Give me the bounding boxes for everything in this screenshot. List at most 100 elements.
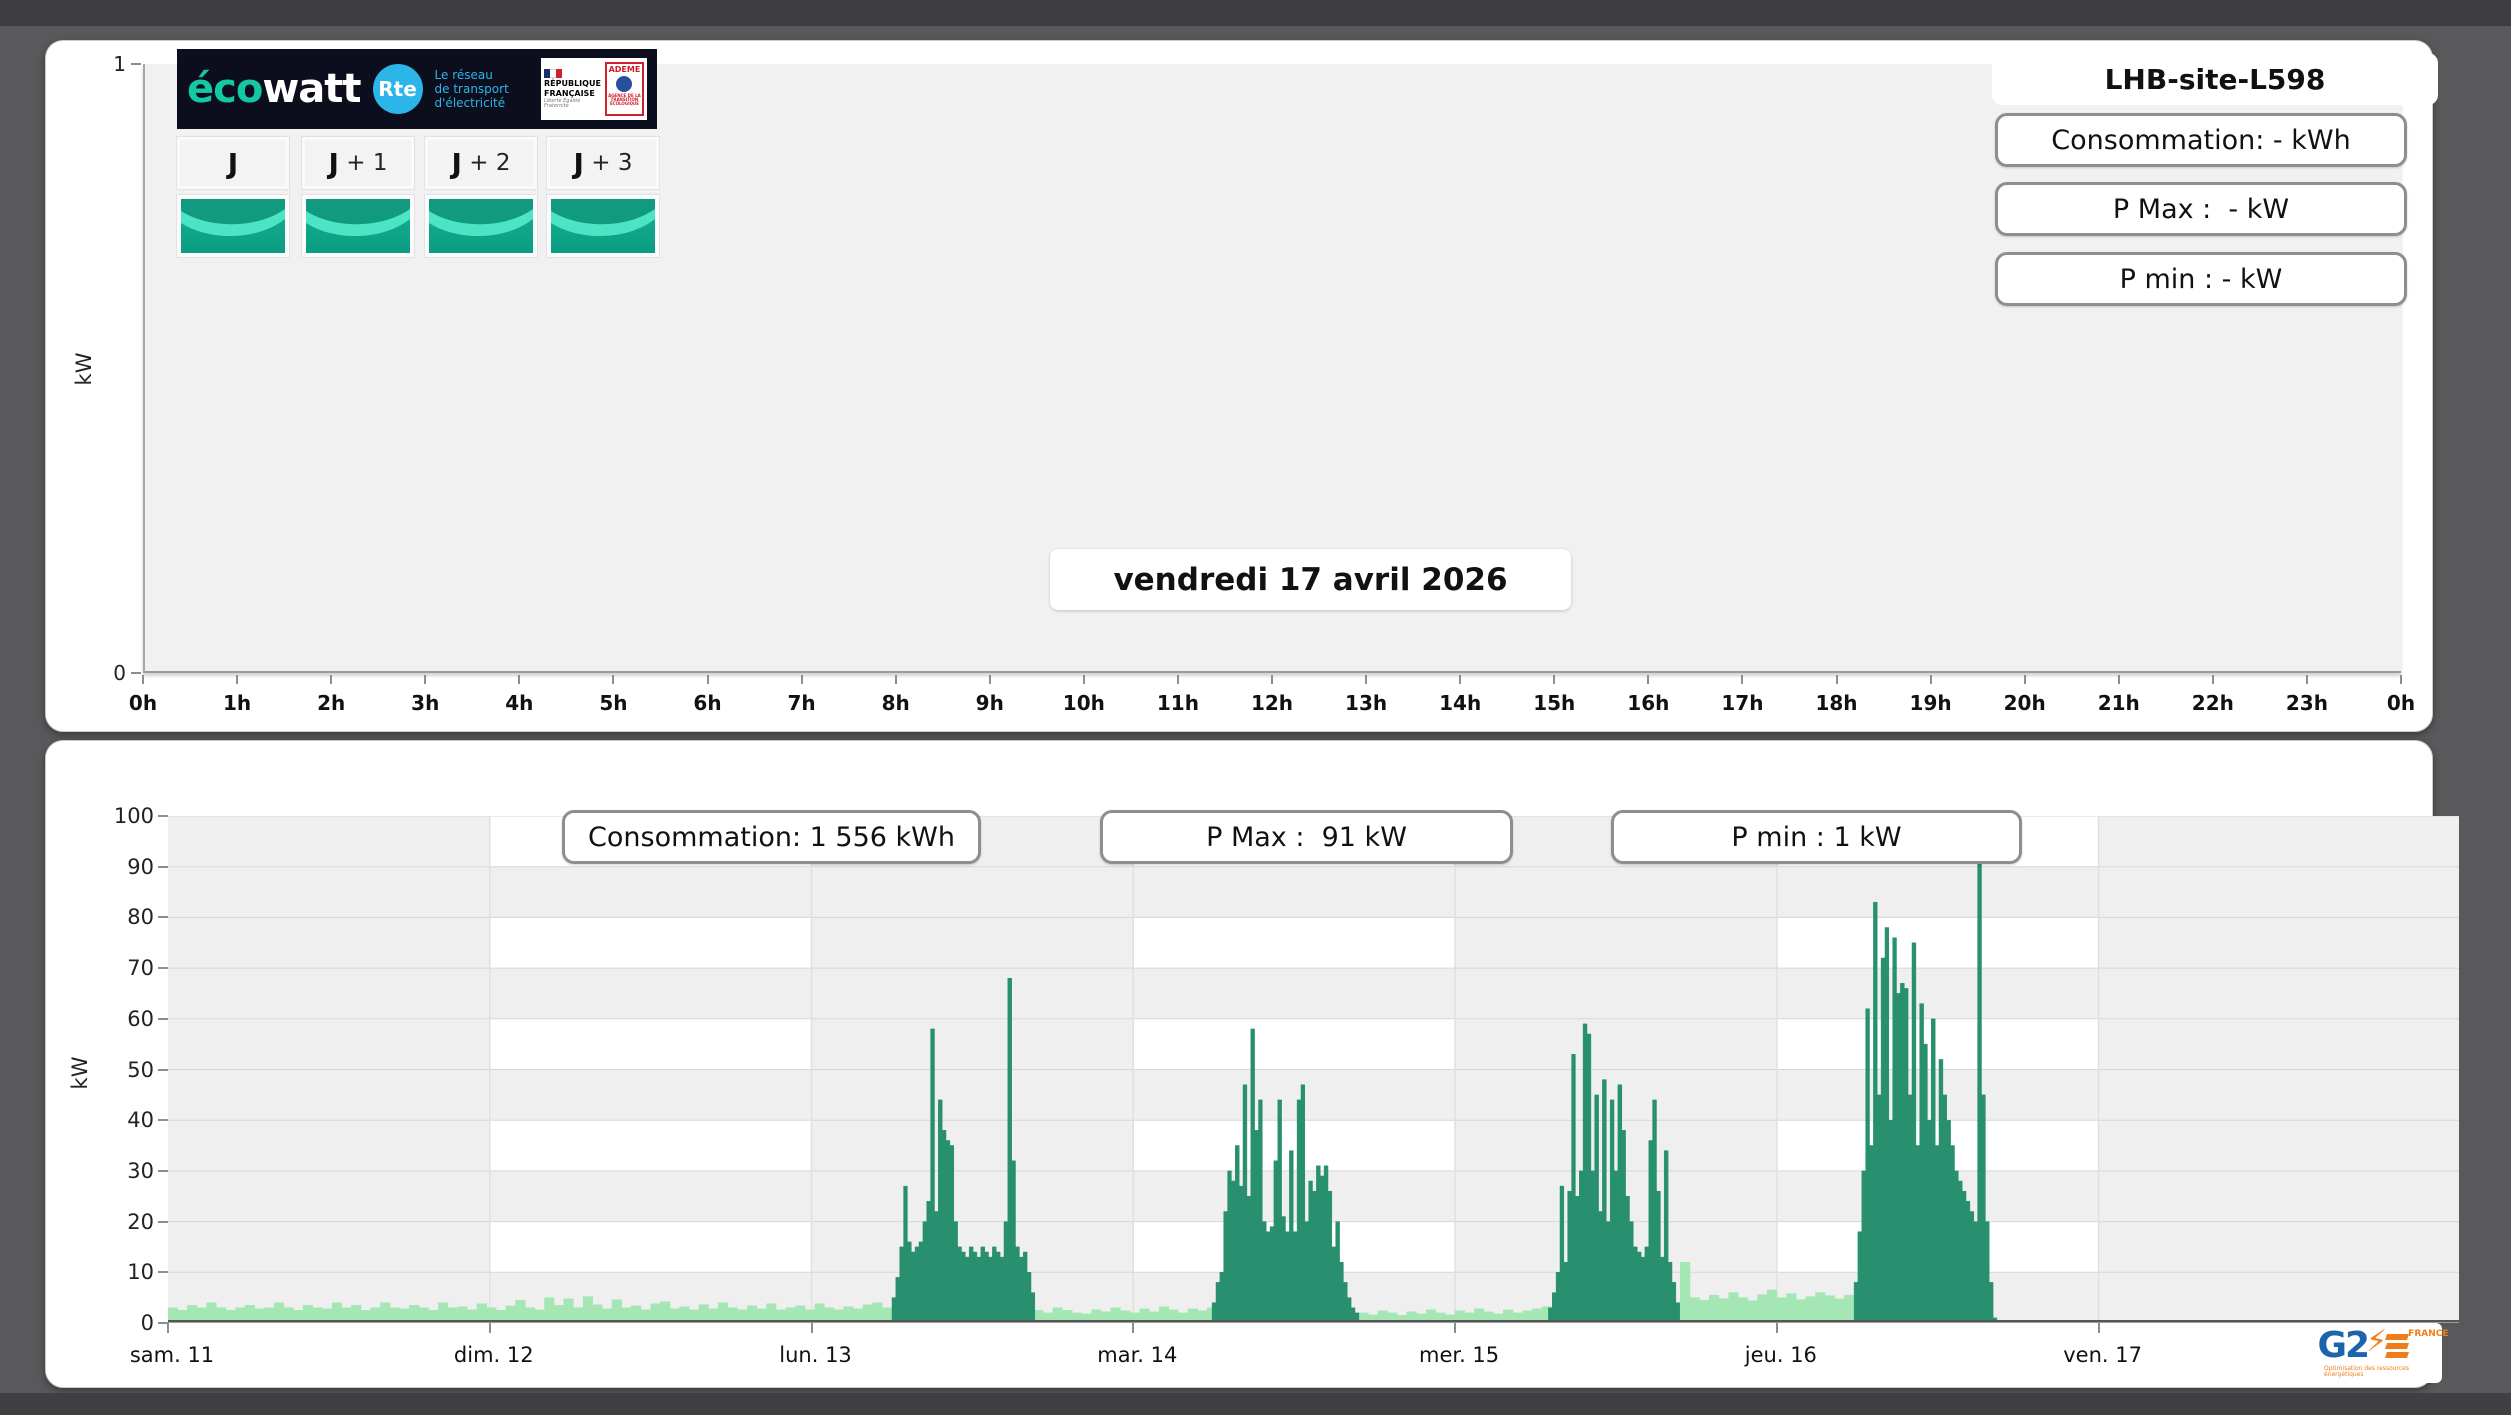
day-button-J[interactable]: J	[177, 137, 289, 189]
ecowatt-logo: écowatt Rte Le réseau de transport d'élect…	[177, 49, 657, 129]
weekly-y-tick-label: 90	[127, 854, 154, 879]
daily-x-tick-label: 17h	[1721, 691, 1764, 715]
daily-x-tick-label: 1h	[223, 691, 252, 715]
daily-x-tick	[1929, 675, 1932, 684]
weekly-y-tick-label: 80	[127, 905, 154, 930]
weekly-x-tick-label: jeu. 16	[1744, 1343, 1817, 1367]
daily-x-tick-label: 18h	[1815, 691, 1858, 715]
weekly-y-axis-label: kW	[68, 1056, 92, 1090]
day-forecast-tile-J+3[interactable]	[547, 195, 659, 257]
daily-x-tick	[236, 675, 239, 684]
consommation-active-series	[1853, 861, 1998, 1324]
ademe-globe-icon	[616, 76, 633, 92]
day-button-J+2[interactable]: J + 2	[425, 137, 537, 189]
daily-x-tick	[988, 675, 991, 684]
daily-x-tick-label: 6h	[693, 691, 722, 715]
daily-chart-panel: kW écowatt Rte Le réseau de transport d'él…	[45, 40, 2438, 732]
daily-x-tick-label: 11h	[1156, 691, 1199, 715]
weekly-x-tick	[1132, 1323, 1135, 1333]
today-pmax-badge: P Max : - kW	[1995, 182, 2407, 236]
selected-date-label: vendredi 17 avril 2026	[1050, 549, 1571, 610]
weekly-x-tick-label: ven. 17	[2063, 1343, 2142, 1367]
daily-x-tick-label: 7h	[787, 691, 816, 715]
daily-x-tick-label: 16h	[1627, 691, 1670, 715]
daily-x-tick-label: 5h	[599, 691, 628, 715]
daily-y-tick	[131, 63, 141, 65]
day-button-J+1[interactable]: J + 1	[302, 137, 414, 189]
daily-x-tick	[2117, 675, 2120, 684]
daily-x-tick	[142, 675, 144, 684]
daily-x-tick	[1835, 675, 1838, 684]
daily-x-tick-label: 15h	[1533, 691, 1576, 715]
daily-x-tick-label: 2h	[317, 691, 346, 715]
weekly-x-tick	[167, 1323, 169, 1333]
weekly-x-tick	[1454, 1323, 1457, 1333]
daily-x-tick-label: 22h	[2191, 691, 2234, 715]
today-consumption-badge: Consommation: - kWh	[1995, 113, 2407, 167]
daily-x-tick	[2305, 675, 2308, 684]
weekly-y-tick	[158, 1068, 168, 1071]
weekly-y-tick-label: 70	[127, 956, 154, 981]
weekly-x-tick-label: lun. 13	[779, 1343, 852, 1367]
weekly-chart-panel: kW Consommation: 1 556 kWh P Max : 91 kW…	[45, 740, 2459, 1388]
g2e-france-logo: G2 ⚡ FRANCE Optimisation des ressources …	[2317, 1323, 2449, 1383]
weekly-y-tick-label: 60	[127, 1006, 154, 1031]
daily-x-tick	[1082, 675, 1085, 684]
week-pmax-badge: P Max : 91 kW	[1100, 810, 1513, 864]
baseline-veille-series	[1358, 1306, 1552, 1324]
day-forecast-tile-J+2[interactable]	[425, 195, 537, 257]
site-name: LHB-site-L598	[1992, 53, 2438, 105]
daily-x-tick	[518, 675, 521, 684]
day-forecast-tile-J[interactable]	[177, 195, 289, 257]
daily-y-tick	[131, 672, 141, 674]
weekly-y-tick	[158, 1017, 168, 1020]
weekly-y-tick	[158, 815, 168, 817]
day-forecast-tile-J+1[interactable]	[302, 195, 414, 257]
lightning-bolt-icon: ⚡	[2366, 1324, 2388, 1359]
daily-x-tick-label: 9h	[975, 691, 1004, 715]
weekly-y-tick-label: 20	[127, 1209, 154, 1234]
rte-baseline: Le réseau de transport d'électricité	[434, 68, 509, 110]
daily-x-tick-label: 3h	[411, 691, 440, 715]
weekly-chart-plot	[167, 815, 2459, 1324]
daily-x-tick	[1271, 675, 1273, 684]
daily-x-tick	[330, 675, 333, 684]
daily-y-tick-label: 0	[113, 661, 126, 685]
daily-y-tick-label: 1	[113, 52, 126, 76]
day-button-J+3[interactable]: J + 3	[547, 137, 659, 189]
consommation-active-series	[1211, 1028, 1360, 1324]
baseline-veille-series	[167, 1296, 893, 1324]
baseline-veille-series	[1033, 1306, 1218, 1324]
weekly-y-tick	[158, 967, 168, 970]
weekly-y-tick	[158, 1169, 168, 1172]
weekly-y-tick-label: 50	[127, 1057, 154, 1082]
weekly-y-tick	[158, 916, 168, 919]
daily-x-tick-label: 21h	[2097, 691, 2140, 715]
daily-x-tick-label: 8h	[881, 691, 910, 715]
weekly-y-tick-label: 40	[127, 1108, 154, 1133]
daily-x-tick	[1553, 675, 1556, 684]
daily-y-axis-label: kW	[72, 352, 96, 386]
consommation-active-series	[1548, 1023, 1680, 1324]
weekly-y-tick	[158, 1271, 168, 1274]
today-pmin-badge: P min : - kW	[1995, 252, 2407, 306]
daily-x-tick	[424, 675, 427, 684]
daily-x-tick-label: 10h	[1062, 691, 1105, 715]
daily-x-tick-label: 20h	[2003, 691, 2046, 715]
daily-x-tick	[1176, 675, 1179, 684]
daily-x-tick-label: 23h	[2285, 691, 2328, 715]
daily-x-tick-label: 4h	[505, 691, 534, 715]
weekly-y-tick	[158, 1322, 168, 1324]
daily-x-tick-label: 0h	[128, 691, 158, 715]
week-consumption-badge: Consommation: 1 556 kWh	[562, 810, 981, 864]
daily-x-tick-label: 13h	[1345, 691, 1388, 715]
week-pmin-badge: P min : 1 kW	[1611, 810, 2022, 864]
weekly-x-tick	[488, 1323, 491, 1333]
daily-x-tick	[2211, 675, 2214, 684]
ecowatt-wordmark: écowatt	[187, 66, 362, 112]
weekly-y-tick	[158, 865, 168, 868]
gov-logos: RÉPUBLIQUE FRANÇAISE Liberté Égalité Fra…	[541, 58, 647, 120]
consommation-active-series	[891, 977, 1036, 1324]
daily-x-tick	[1647, 675, 1650, 684]
